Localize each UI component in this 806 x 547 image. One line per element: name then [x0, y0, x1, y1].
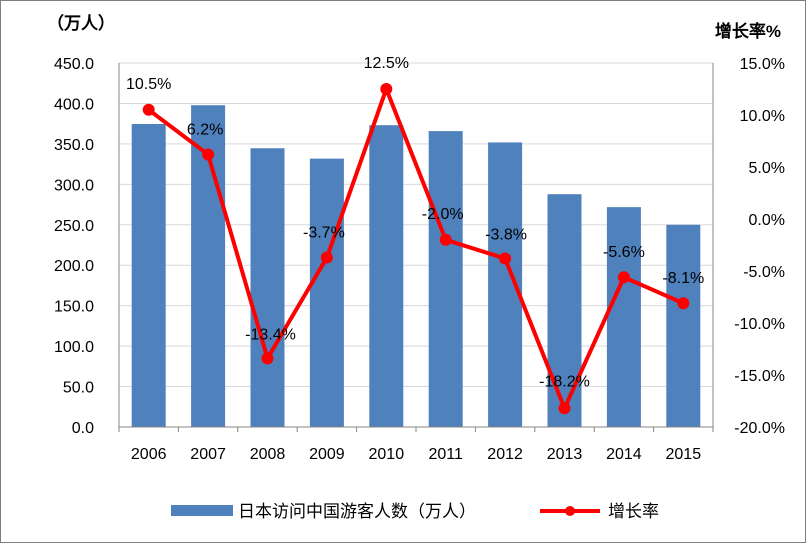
- x-tick-label: 2007: [190, 446, 226, 463]
- left-tick-label: 200.0: [54, 258, 94, 275]
- left-tick-label: 0.0: [72, 420, 94, 437]
- right-tick-label: 5.0%: [749, 160, 785, 177]
- x-tick-label: 2011: [428, 446, 463, 463]
- line-point: [617, 271, 630, 284]
- right-tick-label: -10.0%: [734, 316, 785, 333]
- legend-swatch-bar: [171, 505, 233, 516]
- left-tick-label: 350.0: [54, 137, 94, 154]
- line-point: [202, 148, 215, 161]
- right-tick-label: -15.0%: [734, 368, 785, 385]
- bar-series: [131, 105, 701, 428]
- bar: [606, 207, 641, 427]
- left-tick-label: 150.0: [54, 299, 94, 316]
- data-label: -18.2%: [539, 373, 590, 390]
- bar: [369, 125, 404, 427]
- right-axis-unit-label: 增长率%: [715, 21, 781, 41]
- data-label: -5.6%: [603, 244, 645, 261]
- axes: 0.0 50.0 100.0 150.0 200.0 250.0 300.0 350.0 400…: [54, 56, 785, 463]
- bar: [131, 123, 166, 427]
- right-tick-label: 15.0%: [740, 56, 785, 73]
- legend: 日本访问中国游客人数（万人） 增长率: [171, 502, 659, 521]
- x-tick-label: 2015: [666, 446, 702, 463]
- left-tick-label: 50.0: [63, 380, 94, 397]
- right-tick-label: 0.0%: [749, 212, 785, 229]
- right-tick-label: 10.0%: [740, 108, 785, 125]
- left-axis-unit-label: （万人）: [47, 13, 115, 33]
- x-tick-label: 2010: [369, 446, 405, 463]
- right-tick-label: -20.0%: [734, 420, 785, 437]
- line-point: [320, 251, 333, 264]
- data-label: 10.5%: [126, 76, 171, 93]
- line-point: [142, 103, 155, 116]
- data-label: -3.7%: [303, 224, 345, 241]
- left-tick-label: 100.0: [54, 339, 94, 356]
- x-tick-label: 2006: [131, 446, 167, 463]
- bar: [666, 224, 701, 427]
- bar: [547, 194, 582, 427]
- data-label: 12.5%: [364, 55, 409, 72]
- data-label: -8.1%: [662, 270, 704, 287]
- data-label: 6.2%: [187, 122, 223, 139]
- legend-swatch-marker: [565, 506, 575, 516]
- right-tick-label: -5.0%: [743, 264, 785, 281]
- line-point: [380, 83, 393, 95]
- data-label: -2.0%: [422, 206, 464, 223]
- x-tick-label: 2014: [606, 446, 642, 463]
- bar: [250, 148, 285, 427]
- legend-label-bar: 日本访问中国游客人数（万人）: [238, 502, 476, 521]
- left-tick-label: 250.0: [54, 218, 94, 235]
- data-label: -3.8%: [485, 227, 527, 244]
- x-tick-label: 2013: [547, 446, 583, 463]
- line-point: [558, 402, 571, 415]
- line-point: [499, 252, 512, 265]
- x-tick-label: 2012: [487, 446, 523, 463]
- line-point: [439, 233, 452, 246]
- x-tick-label: 2008: [250, 446, 286, 463]
- data-labels: 10.5% 6.2% -13.4% -3.7% 12.5% -2.0% -3.8% -18.2…: [126, 55, 704, 390]
- legend-label-line: 增长率: [608, 502, 659, 521]
- bar: [428, 131, 463, 427]
- left-tick-label: 300.0: [54, 177, 94, 194]
- line-point: [677, 297, 690, 310]
- left-tick-label: 400.0: [54, 96, 94, 113]
- bar: [309, 158, 344, 428]
- line-point: [261, 352, 274, 365]
- growth-rate-line: [147, 87, 685, 411]
- line-series: [142, 83, 690, 415]
- data-label: -13.4%: [245, 326, 296, 343]
- left-tick-label: 450.0: [54, 56, 94, 73]
- x-tick-label: 2009: [309, 446, 345, 463]
